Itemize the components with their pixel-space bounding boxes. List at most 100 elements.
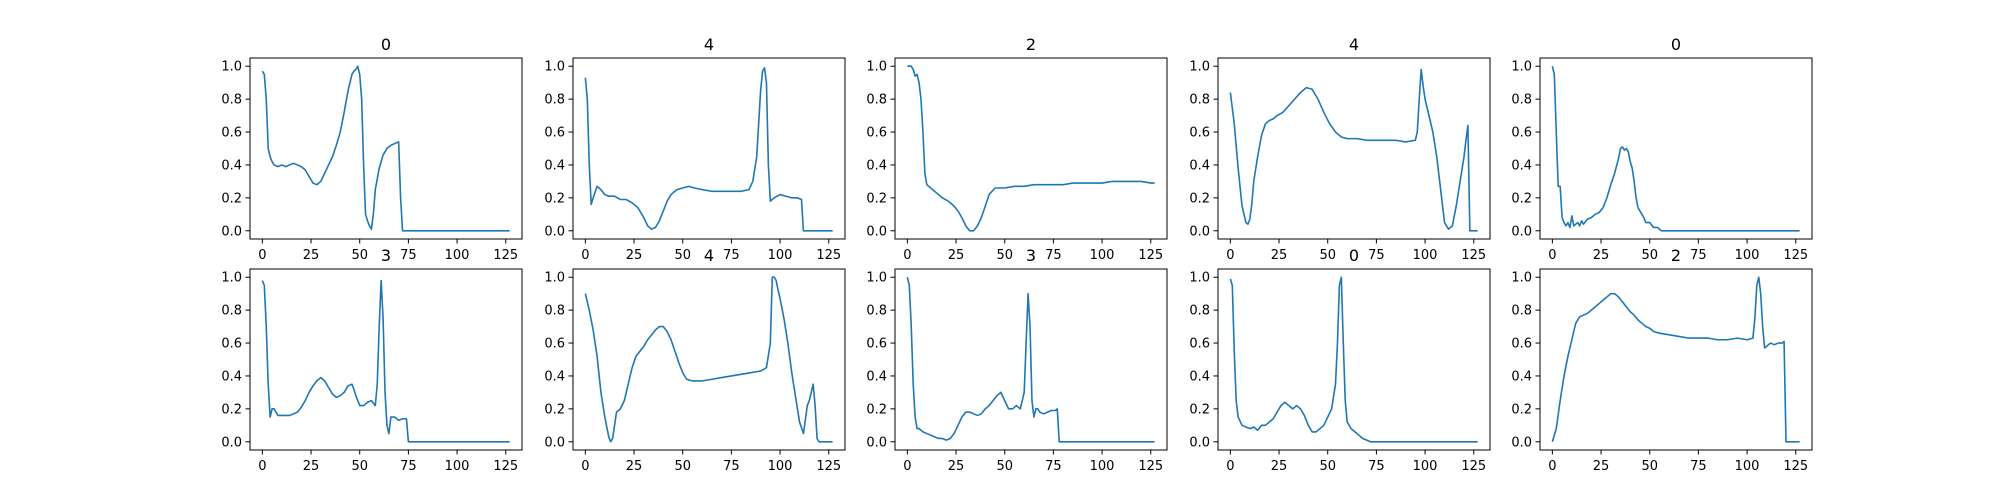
- y-tick-label: 0.2: [221, 191, 242, 206]
- y-tick-label: 0.2: [866, 402, 887, 417]
- y-tick-label: 0.0: [544, 224, 565, 239]
- y-tick-label: 0.2: [866, 191, 887, 206]
- x-tick-label: 75: [400, 459, 417, 474]
- x-tick-label: 100: [768, 459, 793, 474]
- x-tick-label: 0: [1548, 248, 1556, 263]
- y-tick-label: 0.4: [221, 158, 242, 173]
- y-tick-label: 0.2: [1189, 402, 1210, 417]
- x-tick-label: 100: [1413, 459, 1438, 474]
- series-line: [261, 279, 510, 443]
- axes-frame: [572, 57, 846, 240]
- x-tick-label: 125: [816, 248, 841, 263]
- y-tick-label: 0.8: [866, 93, 887, 108]
- y-tick-label: 0.0: [866, 435, 887, 450]
- x-tick-label: 125: [1138, 248, 1163, 263]
- axes-frame: [894, 57, 1168, 240]
- y-tick-label: 0.4: [221, 369, 242, 384]
- y-tick-label: 0.4: [866, 158, 887, 173]
- x-tick-label: 50: [996, 248, 1013, 263]
- y-tick-label: 0.8: [221, 304, 242, 319]
- y-tick-label: 1.0: [1511, 60, 1532, 75]
- subplot-2: 0 25 50 75 100 125 0.0 0.2 0.4 0.6 0.8 1.0 4: [544, 35, 846, 263]
- x-tick-label: 25: [1271, 248, 1288, 263]
- subplot-9: 0 25 50 75 100 125 0.0 0.2 0.4 0.6 0.8 1.0 0: [1189, 246, 1491, 474]
- x-tick-label: 0: [581, 248, 589, 263]
- y-tick-label: 0.2: [1511, 402, 1532, 417]
- x-tick-label: 25: [1593, 248, 1610, 263]
- x-tick-label: 75: [1045, 248, 1062, 263]
- y-tick-label: 0.2: [221, 402, 242, 417]
- x-tick-label: 100: [1090, 459, 1115, 474]
- series-line: [1229, 68, 1478, 232]
- x-tick-label: 50: [1641, 248, 1658, 263]
- x-tick-label: 75: [1690, 459, 1707, 474]
- x-tick-label: 100: [1090, 248, 1115, 263]
- x-tick-label: 25: [948, 248, 965, 263]
- axes-frame: [572, 268, 846, 451]
- subplot-title: 0: [381, 35, 391, 54]
- x-tick-label: 75: [723, 248, 740, 263]
- x-tick-label: 100: [445, 459, 470, 474]
- y-tick-label: 0.0: [1511, 224, 1532, 239]
- x-tick-label: 50: [996, 459, 1013, 474]
- y-tick-label: 0.2: [544, 191, 565, 206]
- axes-frame: [1539, 57, 1813, 240]
- x-tick-label: 75: [723, 459, 740, 474]
- x-tick-label: 125: [1783, 248, 1808, 263]
- x-tick-label: 25: [626, 459, 643, 474]
- x-tick-label: 100: [768, 248, 793, 263]
- axes-frame: [894, 268, 1168, 451]
- y-tick-label: 0.0: [221, 224, 242, 239]
- y-tick-label: 0.6: [1189, 337, 1210, 352]
- x-tick-label: 0: [1226, 459, 1234, 474]
- x-tick-label: 100: [445, 248, 470, 263]
- x-tick-label: 50: [1319, 248, 1336, 263]
- x-tick-label: 125: [493, 459, 518, 474]
- y-tick-label: 0.4: [1511, 369, 1532, 384]
- subplot-title: 4: [1349, 35, 1359, 54]
- subplot-4: 0 25 50 75 100 125 0.0 0.2 0.4 0.6 0.8 1.0 4: [1189, 35, 1491, 263]
- subplot-10: 0 25 50 75 100 125 0.0 0.2 0.4 0.6 0.8 1.0 2: [1511, 246, 1813, 474]
- x-tick-label: 0: [903, 459, 911, 474]
- series-line: [906, 277, 1155, 443]
- series-line: [584, 276, 833, 443]
- subplot-8: 0 25 50 75 100 125 0.0 0.2 0.4 0.6 0.8 1.0 3: [866, 246, 1168, 474]
- x-tick-label: 0: [258, 459, 266, 474]
- y-tick-label: 0.4: [1189, 158, 1210, 173]
- subplot-title: 2: [1026, 35, 1036, 54]
- y-tick-label: 1.0: [221, 60, 242, 75]
- x-tick-label: 100: [1735, 248, 1760, 263]
- subplot-1: 0 25 50 75 100 125 0.0 0.2 0.4 0.6 0.8 1.0 0: [221, 35, 523, 263]
- x-tick-label: 100: [1413, 248, 1438, 263]
- subplot-6: 0 25 50 75 100 125 0.0 0.2 0.4 0.6 0.8 1.0 3: [221, 246, 523, 474]
- x-tick-label: 0: [581, 459, 589, 474]
- subplot-title: 3: [1026, 246, 1036, 265]
- x-tick-label: 75: [1045, 459, 1062, 474]
- series-line: [1551, 276, 1800, 443]
- y-tick-label: 0.6: [1511, 337, 1532, 352]
- x-tick-label: 25: [1593, 459, 1610, 474]
- x-tick-label: 125: [493, 248, 518, 263]
- subplot-title: 0: [1349, 246, 1359, 265]
- y-tick-label: 0.8: [1511, 93, 1532, 108]
- axes-frame: [249, 57, 523, 240]
- x-tick-label: 50: [351, 459, 368, 474]
- y-tick-label: 1.0: [221, 271, 242, 286]
- x-tick-label: 125: [1138, 459, 1163, 474]
- y-tick-label: 1.0: [1511, 271, 1532, 286]
- subplot-3: 0 25 50 75 100 125 0.0 0.2 0.4 0.6 0.8 1.0 2: [866, 35, 1168, 263]
- y-tick-label: 0.0: [1189, 435, 1210, 450]
- y-tick-label: 0.8: [1189, 93, 1210, 108]
- x-tick-label: 25: [303, 248, 320, 263]
- x-tick-label: 25: [1271, 459, 1288, 474]
- y-tick-label: 1.0: [1189, 60, 1210, 75]
- subplot-title: 4: [704, 35, 714, 54]
- x-tick-label: 75: [1368, 248, 1385, 263]
- x-tick-label: 125: [1461, 248, 1486, 263]
- x-tick-label: 25: [948, 459, 965, 474]
- subplot-title: 4: [704, 246, 714, 265]
- y-tick-label: 0.8: [544, 93, 565, 108]
- x-tick-label: 75: [1690, 248, 1707, 263]
